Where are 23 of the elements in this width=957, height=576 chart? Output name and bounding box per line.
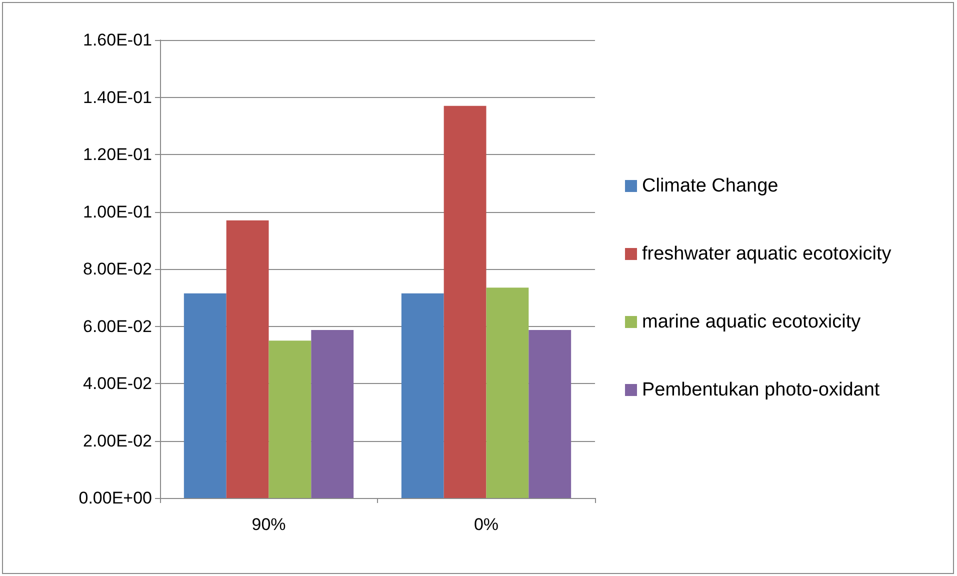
y-tick-label: 1.20E-01 — [83, 145, 152, 164]
bar — [444, 106, 486, 498]
y-tick-label: 1.60E-01 — [83, 30, 152, 50]
bar — [486, 288, 529, 498]
y-tick-label: 8.00E-02 — [83, 260, 152, 278]
bar — [226, 220, 269, 498]
y-tick-label: 1.40E-01 — [83, 88, 152, 107]
y-tick-label: 1.00E-01 — [83, 202, 152, 222]
y-tick-label: 6.00E-02 — [83, 316, 152, 336]
legend-label: marine aquatic ecotoxicity — [642, 312, 862, 332]
bar — [311, 330, 354, 498]
y-tick-label: 0.00E+00 — [78, 488, 152, 508]
x-tick-label: 0% — [474, 515, 499, 534]
legend-label: Pembentukan photo-oxidant — [642, 380, 880, 400]
bar — [401, 293, 444, 498]
y-tick-label: 4.00E-02 — [83, 374, 152, 393]
bar — [528, 330, 572, 498]
legend-label: freshwater aquatic ecotoxicity — [642, 244, 892, 264]
x-tick-label: 90% — [252, 515, 286, 534]
bar — [268, 340, 312, 498]
bar — [184, 293, 226, 498]
legend-label: Climate Change — [642, 176, 778, 196]
y-tick-label: 2.00E-02 — [83, 431, 152, 450]
